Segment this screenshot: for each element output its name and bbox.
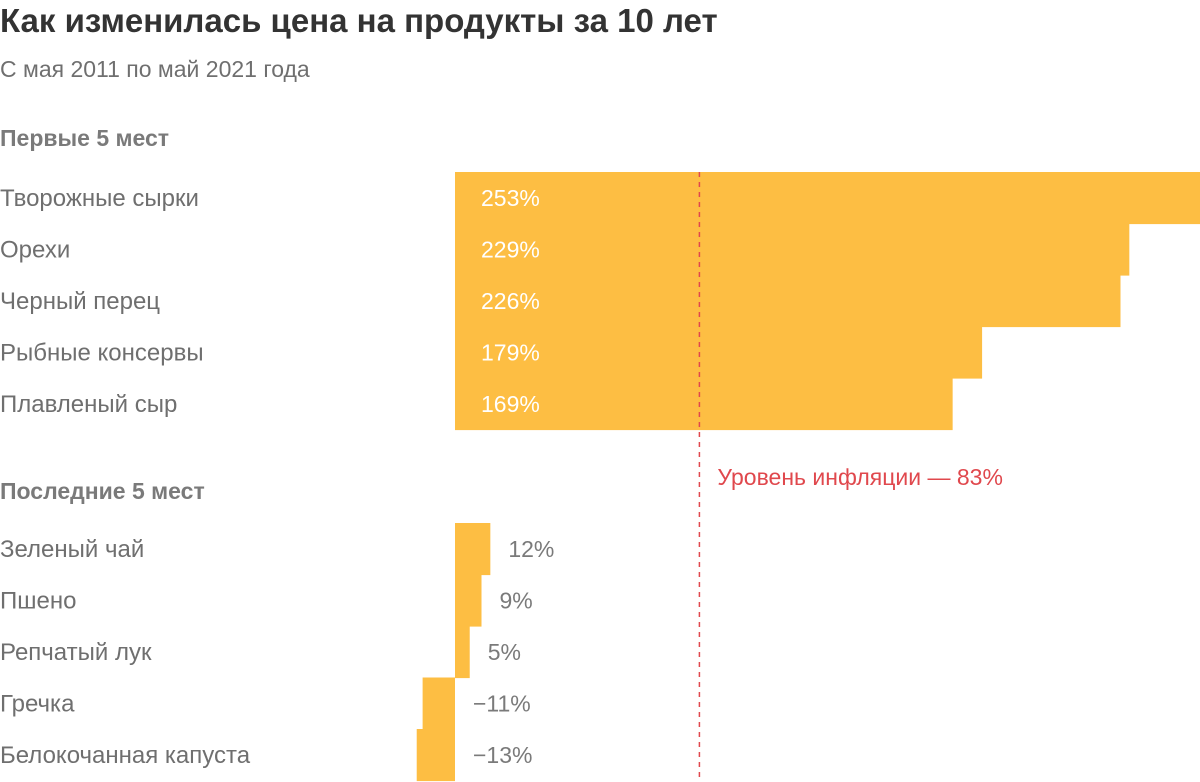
bar [455,523,491,576]
category-label: Рыбные консервы [0,339,204,366]
bar [455,223,1130,276]
bar [455,326,983,379]
category-label: Зеленый чай [0,536,144,563]
category-label: Черный перец [0,288,160,315]
inflation-label: Уровень инфляции — 83% [717,464,1003,490]
data-label: 229% [481,236,540,262]
data-label: −11% [473,690,531,716]
category-label: Белокочанная капуста [0,742,251,769]
data-label: −13% [473,742,532,768]
bar [455,172,1200,225]
chart-subtitle: С мая 2011 по май 2021 года [0,56,310,82]
category-label: Орехи [0,236,70,263]
data-label: 253% [481,185,540,211]
data-label: 169% [481,391,540,417]
data-label: 226% [481,288,540,314]
bar [455,378,953,431]
data-label: 179% [481,339,540,365]
chart-title: Как изменилась цена на продукты за 10 ле… [0,2,718,39]
bar [416,729,455,782]
category-label: Репчатый лук [0,639,152,666]
group-heading-top: Первые 5 мест [0,125,170,151]
category-label: Творожные сырки [0,185,199,212]
data-label: 5% [488,639,521,665]
bar [455,626,470,679]
bar [422,677,455,730]
bar [455,574,482,627]
category-label: Пшено [0,587,76,614]
category-label: Гречка [0,690,75,717]
category-label: Плавленый сыр [0,391,177,418]
group-heading-bottom: Последние 5 мест [0,478,205,504]
bar [455,275,1121,328]
data-label: 12% [508,536,554,562]
data-label: 9% [500,587,533,613]
